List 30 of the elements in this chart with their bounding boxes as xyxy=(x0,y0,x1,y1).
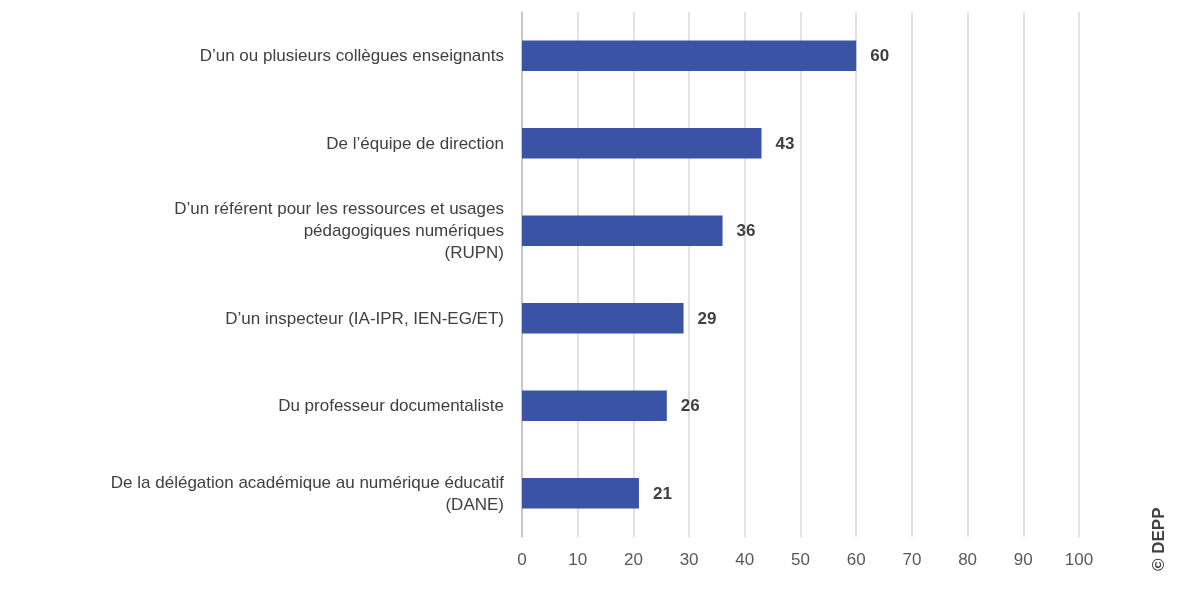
data-label: 60 xyxy=(870,46,890,66)
data-label: 36 xyxy=(736,221,756,241)
x-tick-label: 0 xyxy=(517,550,527,569)
data-label: 29 xyxy=(697,308,717,328)
y-tick-label: D’un ou plusieurs collègues enseignants xyxy=(199,46,504,66)
bar xyxy=(522,215,723,247)
x-tick-label: 100 xyxy=(1064,550,1094,569)
bar xyxy=(522,302,684,334)
x-tick-label: 30 xyxy=(679,550,699,569)
bar xyxy=(522,390,667,422)
data-label: 21 xyxy=(652,483,672,503)
y-tick-label: D’un inspecteur (IA-IPR, IEN-EG/ET) xyxy=(225,308,504,328)
y-tick-label: De la délégation académique au numérique éducatif (DANE) xyxy=(110,472,505,514)
y-tick-label: Du professeur documentaliste xyxy=(278,396,504,416)
y-tick-label: De l’équipe de direction xyxy=(326,133,504,153)
x-tick-label: 90 xyxy=(1013,550,1033,569)
data-label: 43 xyxy=(775,133,795,153)
x-tick-label: 70 xyxy=(902,550,922,569)
y-tick-label: D’un référent pour les ressources et usages pédagogiques numériques (RUPN) xyxy=(174,199,504,263)
x-tick-label: 50 xyxy=(791,550,810,569)
x-tick-label: 80 xyxy=(958,550,978,569)
x-tick-label: 60 xyxy=(846,550,866,569)
bar xyxy=(522,40,857,72)
data-label: 26 xyxy=(680,396,700,416)
x-tick-label: 40 xyxy=(735,550,755,569)
text: © DEPP xyxy=(1149,507,1168,571)
x-tick-label: 20 xyxy=(623,550,643,569)
bar xyxy=(522,127,762,159)
bar xyxy=(522,477,639,509)
x-tick-label: 10 xyxy=(568,550,588,569)
